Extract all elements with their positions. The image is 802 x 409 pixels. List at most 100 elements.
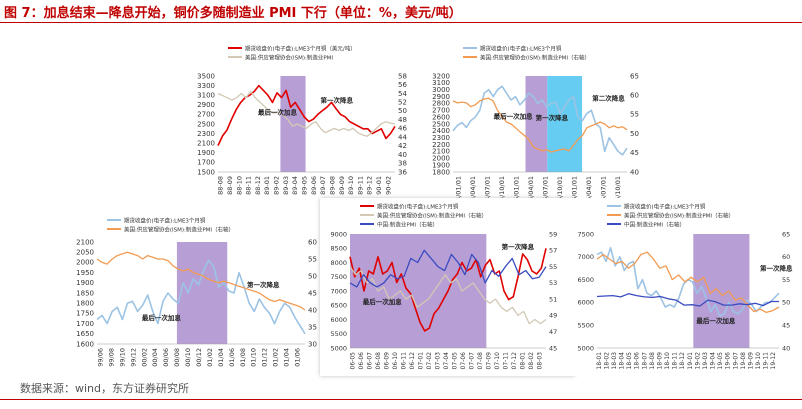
- chart-1: 期货收盘价(电子盘):LME3个月铜（美元/吨）美国:供应管理协会(ISM):制…: [197, 45, 407, 195]
- x-tick-label: 99/08: [107, 348, 115, 367]
- left-tick-label: 2600: [432, 113, 450, 121]
- x-tick-label: 18-08: [649, 352, 656, 370]
- annotation-label: 第一次降息: [760, 263, 793, 272]
- x-tick-label: 07-05: [452, 352, 459, 370]
- x-tick-label: 89-04: [291, 176, 299, 195]
- right-tick-label: 59: [549, 230, 557, 238]
- left-tick-label: 3500: [197, 72, 215, 80]
- right-tick-label: 36: [398, 168, 407, 176]
- right-tick-label: 50: [398, 107, 407, 115]
- right-tick-label: 45: [549, 344, 557, 352]
- x-tick-label: 07-12: [511, 352, 518, 370]
- x-tick-label: 07-11: [503, 352, 510, 370]
- x-tick-label: 18-10: [664, 352, 671, 370]
- right-tick-label: 60: [782, 253, 790, 261]
- right-tick-label: 40: [398, 151, 407, 159]
- x-tick-label: 1996/01/01: [570, 176, 578, 200]
- left-tick-label: 6500: [577, 276, 594, 284]
- x-tick-label: 07-04: [443, 352, 450, 370]
- right-tick-label: 42: [398, 142, 407, 150]
- right-tick-label: 65: [782, 230, 790, 238]
- right-tick-label: 50: [308, 272, 317, 280]
- right-tick-label: 55: [630, 111, 639, 119]
- shaded-period: [350, 234, 487, 348]
- left-tick-label: 1750: [76, 310, 94, 318]
- left-tick-label: 2700: [197, 111, 215, 119]
- right-tick-label: 40: [782, 344, 790, 352]
- x-tick-label: 00/02: [140, 348, 148, 367]
- source-note: 数据来源：wind，东方证券研究所: [20, 382, 190, 395]
- x-tick-label: 89-02: [273, 176, 281, 195]
- x-tick-label: 1996/10/01: [614, 176, 622, 200]
- x-tick-label: 06-06: [358, 352, 365, 370]
- x-tick-label: 08-01: [520, 352, 527, 370]
- left-tick-label: 1700: [76, 320, 94, 328]
- left-tick-label: 1700: [197, 159, 215, 167]
- x-tick-label: 06-11: [400, 352, 407, 370]
- left-tick-label: 7500: [577, 230, 594, 238]
- legend-label: 期货收盘价(电子盘):LME3个月铜（美元/吨）: [245, 45, 356, 53]
- right-tick-label: 47: [549, 328, 557, 336]
- x-tick-label: 07-10: [494, 352, 501, 370]
- x-tick-label: 18-05: [626, 352, 633, 370]
- x-tick-label: 19-04: [710, 352, 717, 370]
- left-tick-label: 1900: [197, 149, 215, 157]
- x-tick-label: 19-12: [770, 352, 777, 370]
- legend-label: 美国:供应管理协会(ISM):制造业PMI（右轴）: [124, 226, 234, 234]
- annotation-label: 最后一次加息: [494, 112, 533, 121]
- x-tick-label: 00/06: [162, 348, 170, 367]
- figure-title: 图 7：加息结束—降息开始，铜价多随制造业 PMI 下行（单位：%，美元/吨）: [4, 6, 462, 21]
- right-tick-label: 55: [549, 263, 557, 271]
- chart-panel-3: 期货收盘价(电子盘):LME3个月铜 美国:供应管理协会(ISM):制造业PMI（…: [65, 212, 335, 372]
- x-tick-label: 19-08: [740, 352, 747, 370]
- x-tick-label: 89-03: [282, 176, 290, 195]
- x-tick-label: 18-09: [656, 352, 663, 370]
- right-tick-label: 57: [549, 247, 557, 255]
- left-tick-label: 1850: [76, 289, 94, 297]
- bottom-rule: [0, 399, 802, 400]
- annotation-label: 第一次降息: [320, 95, 353, 104]
- left-tick-label: 6000: [330, 316, 347, 324]
- x-tick-label: 06-09: [383, 352, 390, 370]
- left-tick-label: 2300: [197, 130, 215, 138]
- x-tick-label: 18-03: [611, 352, 618, 370]
- legend-label: 美国:供应管理协会(ISM):制造业PMI（右轴）: [480, 54, 590, 62]
- right-tick-label: 45: [782, 322, 790, 330]
- right-tick-label: 30: [308, 340, 317, 348]
- x-tick-label: 18-07: [641, 352, 648, 370]
- shaded-period: [547, 76, 583, 172]
- right-tick-label: 60: [308, 238, 317, 246]
- series-line: [596, 293, 779, 307]
- series-line: [96, 251, 306, 311]
- series-line: [452, 85, 628, 156]
- x-tick-label: 07-06: [460, 352, 467, 370]
- x-tick-label: 00/12: [195, 348, 203, 367]
- x-tick-label: 07-07: [469, 352, 476, 370]
- x-tick-label: 1995/10/01: [556, 176, 564, 200]
- left-tick-label: 1900: [76, 279, 94, 287]
- left-tick-label: 2000: [432, 155, 450, 163]
- x-tick-label: 19-07: [732, 352, 739, 370]
- right-tick-label: 55: [782, 276, 790, 284]
- x-tick-label: 06-10: [392, 352, 399, 370]
- chart-2: 期货收盘价(电子盘):LME3个月铜美国:供应管理协会(ISM):制造业PMI（…: [432, 45, 639, 214]
- left-tick-label: 7500: [330, 273, 347, 281]
- x-tick-label: 01/06: [294, 348, 302, 367]
- x-tick-label: 89-08: [328, 176, 336, 195]
- left-tick-label: 3200: [432, 72, 450, 80]
- x-tick-label: 88-11: [245, 176, 253, 195]
- x-tick-label: 01/12: [261, 348, 269, 367]
- right-tick-label: 49: [549, 312, 557, 320]
- x-tick-label: 19-01: [687, 352, 694, 370]
- left-tick-label: 2100: [197, 140, 215, 148]
- right-tick-label: 52: [398, 98, 407, 106]
- annotation-label: 第一次降息: [247, 280, 280, 289]
- right-tick-label: 54: [398, 90, 407, 98]
- annotation-label: 最后一次加息: [696, 316, 736, 325]
- right-tick-label: 38: [398, 160, 407, 168]
- right-tick-label: 45: [308, 289, 317, 297]
- left-tick-label: 5500: [577, 322, 594, 330]
- left-tick-label: 1900: [432, 161, 450, 169]
- left-tick-label: 8500: [330, 245, 347, 253]
- left-tick-label: 2900: [197, 101, 215, 109]
